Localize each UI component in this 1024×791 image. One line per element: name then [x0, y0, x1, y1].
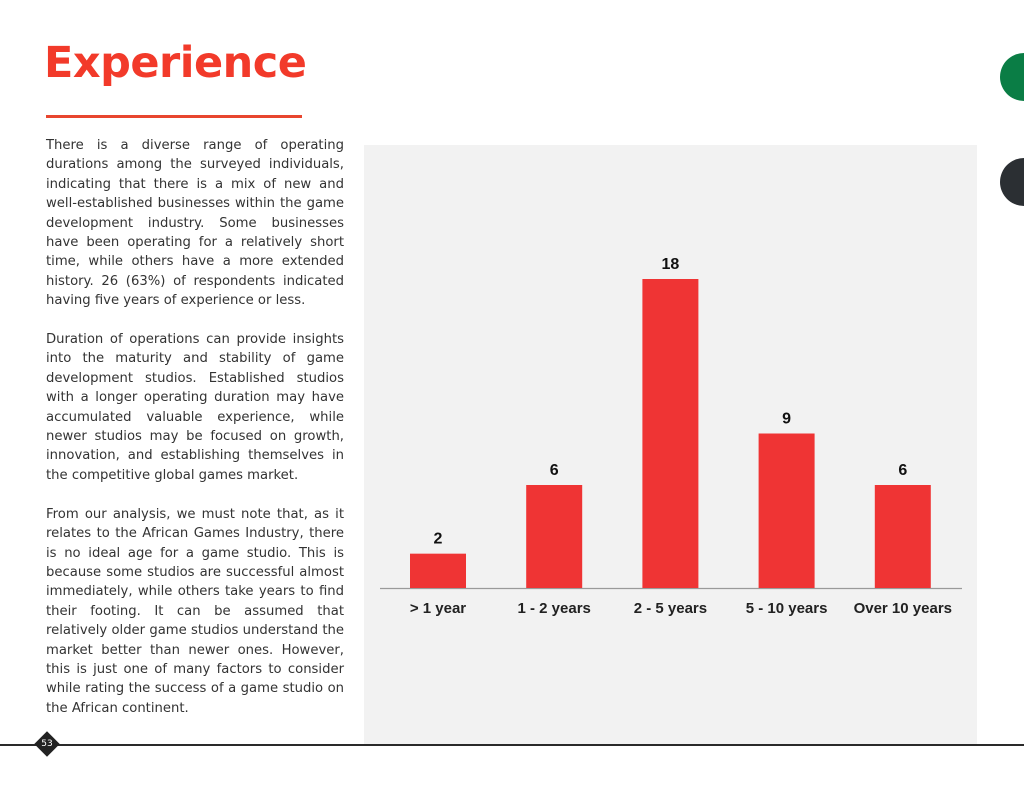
bar [642, 279, 699, 588]
green-circle-decoration [1000, 53, 1024, 101]
page-number-badge: 53 [34, 731, 60, 757]
bar [526, 485, 583, 588]
bar-chart-panel: 2 > 1 year 6 1 - 2 years 18 2 - 5 years 9 5 - 1… [364, 145, 977, 745]
category-tick-label: 5 - 10 years [746, 600, 828, 617]
data-label: 9 [782, 411, 791, 428]
page-number: 53 [41, 739, 53, 749]
category-tick-label: Over 10 years [854, 600, 952, 617]
data-label: 18 [662, 256, 680, 273]
paragraph-3: From our analysis, we must note that, as… [46, 506, 344, 716]
page-title: Experience [44, 38, 307, 88]
category-tick-label: 1 - 2 years [518, 600, 591, 617]
footer-rule [0, 744, 1024, 746]
category-tick-label: 2 - 5 years [634, 600, 707, 617]
bar [410, 553, 466, 588]
data-label: 6 [550, 462, 559, 479]
data-label: 2 [434, 531, 443, 548]
dark-circle-decoration [1000, 158, 1024, 206]
bar [874, 485, 931, 588]
experience-bar-chart: 2 > 1 year 6 1 - 2 years 18 2 - 5 years 9 5 - 1… [380, 256, 962, 617]
paragraph-2: Duration of operations can provide insig… [46, 332, 344, 483]
title-underline [46, 115, 302, 118]
paragraph-1: There is a diverse range of operating du… [46, 138, 344, 309]
category-tick-label: > 1 year [410, 600, 466, 617]
bar [758, 433, 815, 588]
body-text: There is a diverse range of operating du… [46, 136, 344, 738]
data-label: 6 [898, 462, 907, 479]
